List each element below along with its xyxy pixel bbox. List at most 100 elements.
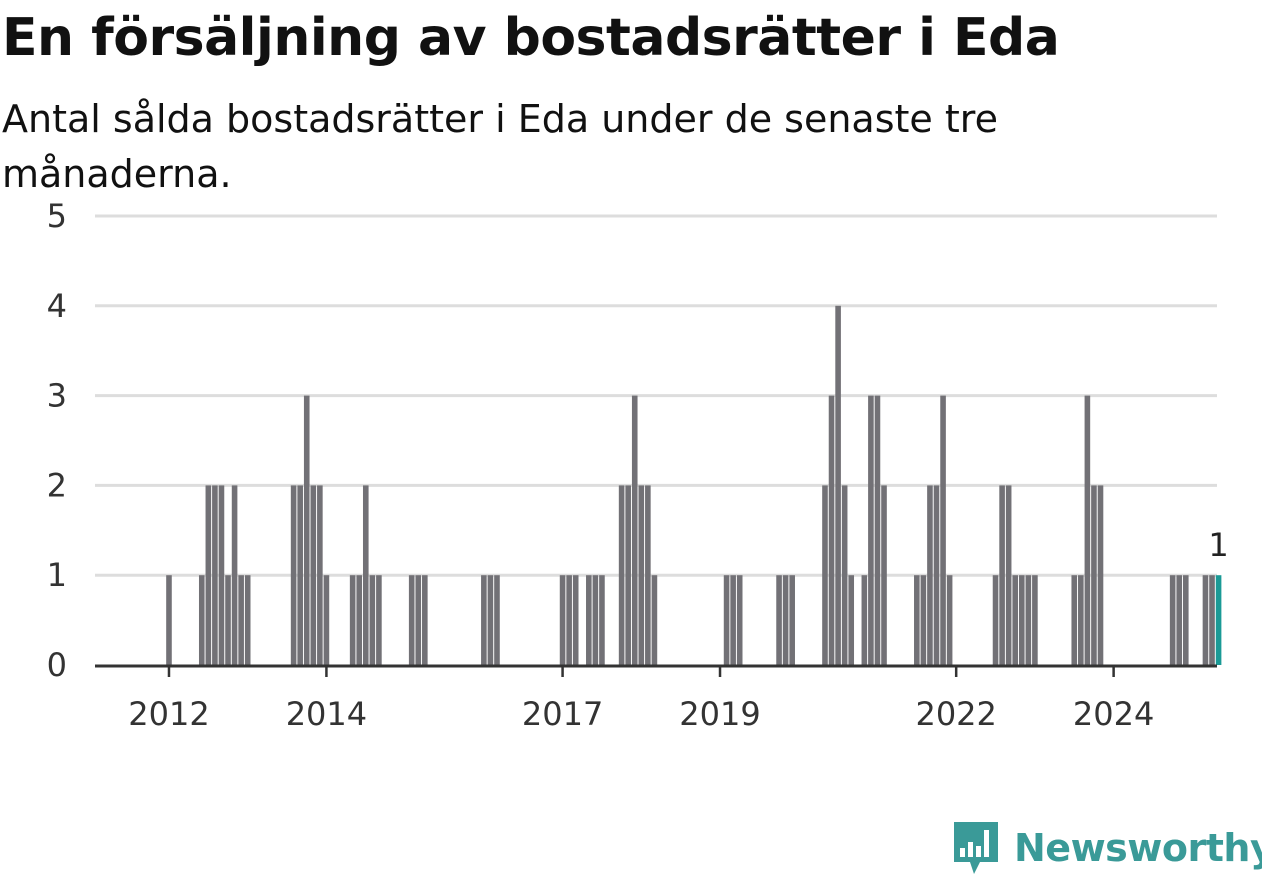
bar (376, 575, 382, 665)
bar (940, 395, 946, 665)
bar (225, 575, 231, 665)
bar (927, 485, 933, 665)
bar (362, 485, 369, 665)
bar (789, 575, 795, 665)
bar (317, 485, 323, 665)
bar (874, 395, 881, 665)
bar (559, 575, 566, 665)
bar (1202, 575, 1209, 665)
bar (1005, 485, 1012, 665)
bar (310, 485, 317, 665)
bar (586, 575, 592, 665)
gridlines (95, 214, 1217, 577)
brand-logo: Newsworthy (950, 818, 1262, 878)
x-tick-label: 2022 (915, 695, 996, 733)
bar (356, 575, 363, 665)
bar (1091, 485, 1097, 665)
bar (946, 575, 953, 665)
bar (618, 485, 625, 665)
bar (290, 485, 297, 665)
newsworthy-logo-icon (954, 822, 998, 874)
annotations: 1 (1208, 526, 1228, 564)
bar (297, 485, 303, 665)
x-tick-label: 2012 (128, 695, 209, 733)
x-axis (95, 664, 1217, 677)
x-tick-label: 2019 (679, 695, 760, 733)
bar (723, 575, 730, 665)
bar (369, 575, 376, 665)
bar (631, 395, 638, 665)
bar (730, 575, 736, 665)
y-axis-labels: 0 1 2 3 4 5 (47, 197, 67, 684)
bar (166, 575, 172, 665)
bar (1012, 575, 1019, 665)
bar (914, 575, 920, 665)
bar (822, 485, 828, 665)
bar (625, 485, 631, 665)
bar (487, 575, 494, 665)
y-tick-label: 5 (47, 197, 67, 235)
bar (494, 575, 500, 665)
bar (1215, 575, 1222, 665)
x-axis-labels: 2012 2014 2017 2019 2022 2024 (128, 695, 1154, 733)
y-tick-label: 4 (47, 287, 67, 325)
bar (782, 575, 789, 665)
bar (992, 575, 999, 665)
bar (881, 485, 887, 665)
chart-subtitle: Antal sålda bostadsrätter i Eda under de… (2, 97, 998, 196)
bar (645, 485, 651, 665)
chart-title: En försäljning av bostadsrätter i Eda (2, 8, 1060, 68)
bar (572, 575, 579, 665)
bar (323, 575, 330, 665)
bar (1182, 575, 1189, 665)
bar (841, 485, 848, 665)
bar (481, 575, 487, 665)
bar (599, 575, 605, 665)
bar (1169, 575, 1176, 665)
x-tick-label: 2017 (522, 695, 603, 733)
bar (1097, 485, 1104, 665)
bar (835, 305, 841, 665)
y-tick-label: 1 (47, 556, 67, 594)
bar (212, 485, 218, 665)
x-tick-label: 2024 (1073, 695, 1154, 733)
bar (218, 485, 225, 665)
bar (1209, 575, 1215, 665)
bar (861, 575, 868, 665)
bar (415, 575, 422, 665)
bar (1071, 575, 1078, 665)
bar (920, 575, 927, 665)
bar (1018, 575, 1025, 665)
bar (933, 485, 940, 665)
bar (198, 575, 205, 665)
data-label: 1 (1208, 526, 1228, 564)
bar (205, 485, 212, 665)
bar (566, 575, 572, 665)
bar (776, 575, 782, 665)
y-tick-label: 3 (47, 377, 67, 415)
bar (828, 395, 835, 665)
y-tick-label: 2 (47, 466, 67, 504)
bar (1078, 575, 1084, 665)
bar (592, 575, 599, 665)
bar (999, 485, 1005, 665)
bar (408, 575, 415, 665)
bar (422, 575, 428, 665)
bars (166, 305, 1222, 665)
bar (349, 575, 356, 665)
bar (848, 575, 855, 665)
bar (244, 575, 251, 665)
y-tick-label: 0 (47, 646, 67, 684)
bar (736, 575, 743, 665)
bar (238, 575, 244, 665)
bar (303, 395, 310, 665)
brand-name: Newsworthy (1014, 826, 1262, 870)
bar (638, 485, 645, 665)
bar (868, 395, 874, 665)
x-tick-label: 2014 (286, 695, 367, 733)
bar (1032, 575, 1038, 665)
bar (231, 485, 238, 665)
bar (1176, 575, 1183, 665)
bar (1084, 395, 1091, 665)
